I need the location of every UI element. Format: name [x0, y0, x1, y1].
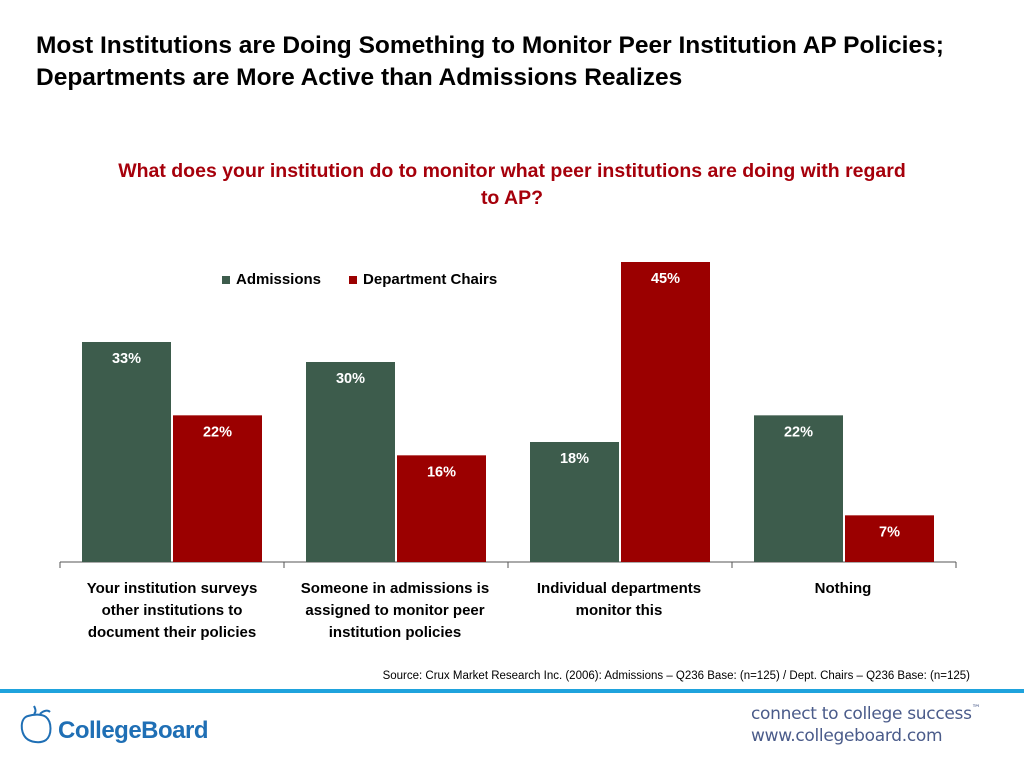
data-label-department-chairs-surveys: 22%: [203, 424, 232, 440]
bar-admissions-surveys: [82, 342, 171, 562]
bar-department-chairs-nothing: [845, 515, 934, 562]
logo-wordmark: CollegeBoard: [58, 717, 209, 744]
acorn-outline-icon: [20, 705, 52, 744]
bar-department-chairs-departments: [621, 262, 710, 562]
data-label-department-chairs-departments: 45%: [651, 271, 680, 287]
data-label-admissions-departments: 18%: [560, 451, 589, 467]
legend-label-admissions: Admissions: [236, 271, 322, 288]
source-note: Source: Crux Market Research Inc. (2006)…: [382, 670, 970, 682]
legend-swatch-department-chairs: [349, 275, 358, 284]
slide-title: Most Institutions are Doing Something to…: [36, 32, 944, 91]
data-label-admissions-nothing: 22%: [784, 424, 813, 440]
legend-item-department-chairs: Department Chairs: [349, 271, 497, 288]
data-label-department-chairs-nothing: 7%: [879, 524, 900, 540]
chart-legend: Admissions Department Chairs: [222, 271, 497, 288]
bar-admissions-admissions-assigned: [306, 362, 395, 562]
bar-admissions-nothing: [754, 415, 843, 562]
category-label-surveys: Your institution surveys other instituti…: [86, 580, 258, 641]
tagline: connect to college success: [751, 704, 972, 724]
chart-title: What does your institution do to monitor…: [118, 160, 906, 209]
bar-department-chairs-surveys: [173, 415, 262, 562]
legend-swatch-admissions: [222, 275, 230, 284]
category-label-admissions-assigned: Someone in admissions is assigned to mon…: [300, 580, 490, 641]
data-label-department-chairs-admissions-assigned: 16%: [427, 464, 456, 480]
data-label-admissions-surveys: 33%: [112, 351, 141, 367]
website-url: www.collegeboard.com: [751, 726, 943, 746]
bar-department-chairs-admissions-assigned: [397, 455, 486, 562]
data-label-admissions-admissions-assigned: 30%: [336, 371, 365, 387]
trademark-mark: ™: [971, 704, 981, 714]
footer-rule: [0, 689, 1024, 693]
legend-label-department-chairs: Department Chairs: [363, 271, 498, 288]
category-label-nothing: Nothing: [814, 580, 872, 597]
tagline-block: connect to college success™ www.collegeb…: [751, 704, 1001, 746]
category-label-departments: Individual departments monitor this: [536, 580, 702, 619]
legend-item-admissions: Admissions: [222, 271, 321, 288]
bar-admissions-departments: [530, 442, 619, 562]
collegeboard-logo: CollegeBoard: [18, 702, 209, 746]
